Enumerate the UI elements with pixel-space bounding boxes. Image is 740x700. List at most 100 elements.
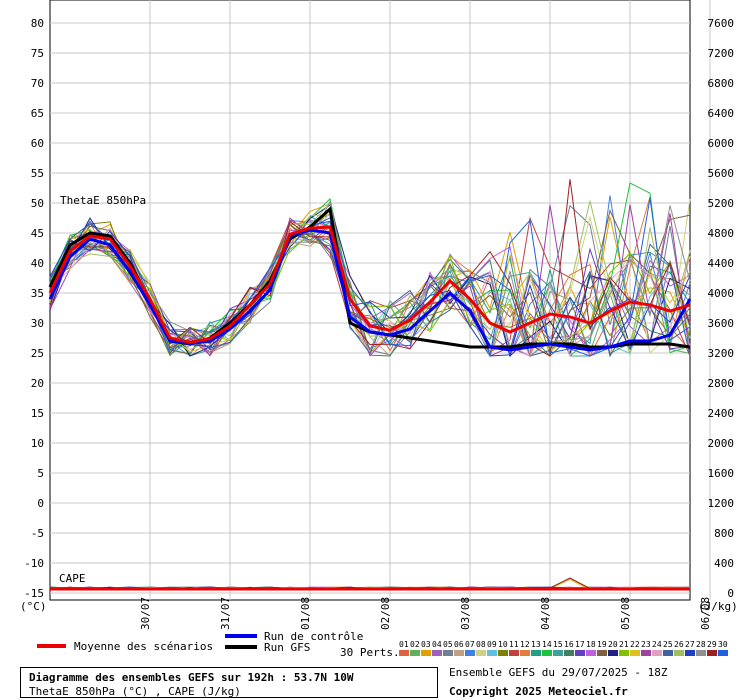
pert-legend-swatch xyxy=(454,650,464,656)
pert-legend-number: 05 xyxy=(443,640,453,649)
chart-subtitle: ThetaE 850hPa (°C) , CAPE (J/kg) xyxy=(29,685,241,698)
pert-legend-number: 09 xyxy=(487,640,497,649)
pert-legend-swatch xyxy=(542,650,552,656)
y-tick-label-left: 35 xyxy=(31,287,44,300)
y-tick-label-left: 40 xyxy=(31,257,44,270)
pert-legend-swatch xyxy=(619,650,629,656)
mean-line xyxy=(48,225,691,344)
pert-legend-number: 24 xyxy=(652,640,662,649)
y-tick-label-left: -10 xyxy=(24,557,44,570)
y-tick-label-right: 2800 xyxy=(708,377,735,390)
pert-legend-number: 17 xyxy=(575,640,585,649)
pert-legend-swatch xyxy=(652,650,662,656)
pert-legend-number: 04 xyxy=(432,640,442,649)
copyright: Copyright 2025 Meteociel.fr xyxy=(449,685,628,698)
pert-legend-swatch xyxy=(476,650,486,656)
y-tick-label-left: 10 xyxy=(31,437,44,450)
y-tick-label-left: 25 xyxy=(31,347,44,360)
y-tick-label-right: 3600 xyxy=(708,317,735,330)
pert-legend-swatch xyxy=(498,650,508,656)
pert-legend-swatch xyxy=(586,650,596,656)
y-tick-label-left: 70 xyxy=(31,77,44,90)
pert-legend-number: 01 xyxy=(399,640,409,649)
pert-legend-swatch xyxy=(410,650,420,656)
perturbation-line xyxy=(49,221,691,357)
x-axis: 30/07 31/07 01/08 02/08 03/08 04/08 05/08 06/08 xyxy=(139,597,712,630)
pert-legend-swatch xyxy=(553,650,563,656)
y-tick-label-right: 6800 xyxy=(708,77,735,90)
y-tick-label-left: 30 xyxy=(31,317,44,330)
pert-legend-number: 02 xyxy=(410,640,420,649)
y-unit-left: (°C) xyxy=(20,600,47,613)
main-series xyxy=(48,206,692,591)
pert-legend-swatch xyxy=(575,650,585,656)
y-tick-label-right: 1200 xyxy=(708,497,735,510)
pert-legend-number: 19 xyxy=(597,640,607,649)
y-tick-label-left: 60 xyxy=(31,137,44,150)
y-tick-label-right: 800 xyxy=(714,527,734,540)
y-tick-label-left: 45 xyxy=(31,227,44,240)
x-tick-label: 02/08 xyxy=(379,597,392,630)
y-tick-label-right: 1600 xyxy=(708,467,735,480)
pert-legend-swatch xyxy=(465,650,475,656)
y-tick-label-left: 0 xyxy=(37,497,44,510)
y-tick-label-right: 3200 xyxy=(708,347,735,360)
pert-legend-number: 23 xyxy=(641,640,651,649)
pert-legend-number: 20 xyxy=(608,640,618,649)
pert-legend-number: 11 xyxy=(509,640,519,649)
pert-legend-swatch xyxy=(399,650,409,656)
pert-legend-number: 18 xyxy=(586,640,596,649)
perturbation-legend: 01 02 03 04 05 06 07 08 09 10 11 12 13 14 15 16 17 18 19 20… xyxy=(399,640,728,656)
pert-legend-number: 21 xyxy=(619,640,629,649)
pert-legend-number: 25 xyxy=(663,640,673,649)
pert-legend-number: 28 xyxy=(696,640,706,649)
y-tick-label-left: 80 xyxy=(31,17,44,30)
y-tick-label-right: 4000 xyxy=(708,287,735,300)
y-tick-label-right: 5600 xyxy=(708,167,735,180)
x-tick-label: 03/08 xyxy=(459,597,472,630)
x-tick-label: 01/08 xyxy=(299,597,312,630)
run-info: Ensemble GEFS du 29/07/2025 - 18Z xyxy=(449,666,668,679)
pert-legend-swatch xyxy=(520,650,530,656)
pert-legend-number: 29 xyxy=(707,640,717,649)
pert-legend-swatch xyxy=(608,650,618,656)
y-tick-label-left: 50 xyxy=(31,197,44,210)
legend-mean-label: Moyenne des scénarios xyxy=(74,640,213,653)
y-tick-label-right: 7200 xyxy=(708,47,735,60)
pert-legend-swatch xyxy=(443,650,453,656)
perturbation-line xyxy=(49,208,691,349)
x-tick-label: 31/07 xyxy=(219,597,232,630)
pert-legend-swatch xyxy=(707,650,717,656)
pert-legend-swatch xyxy=(696,650,706,656)
pert-legend-swatch xyxy=(432,650,442,656)
pert-legend-number: 13 xyxy=(531,640,541,649)
y-tick-label-right: 4400 xyxy=(708,257,735,270)
y-tick-label-left: -5 xyxy=(31,527,44,540)
pert-legend-swatch xyxy=(685,650,695,656)
x-tick-label: 30/07 xyxy=(139,597,152,630)
pert-legend-number: 22 xyxy=(630,640,640,649)
y-tick-label-right: 2000 xyxy=(708,437,735,450)
y-tick-label-left: 65 xyxy=(31,107,44,120)
y-tick-label-left: 15 xyxy=(31,407,44,420)
y-tick-label-left: 75 xyxy=(31,47,44,60)
pert-legend-swatch xyxy=(718,650,728,656)
pert-legend-number: 06 xyxy=(454,640,464,649)
cape-panel-label: CAPE xyxy=(59,572,86,585)
y-tick-label-left: 20 xyxy=(31,377,44,390)
pert-legend-swatch xyxy=(597,650,607,656)
y-tick-label-right: 7600 xyxy=(708,17,735,30)
y-tick-label-left: -15 xyxy=(24,587,44,600)
pert-legend-number: 14 xyxy=(542,640,552,649)
y-tick-label-right: 0 xyxy=(727,587,734,600)
pert-legend-number: 07 xyxy=(465,640,475,649)
perts-label: 30 Perts. xyxy=(340,646,400,659)
y-tick-label-right: 4800 xyxy=(708,227,735,240)
pert-legend-swatch xyxy=(663,650,673,656)
y-tick-label-left: 55 xyxy=(31,167,44,180)
pert-legend-number: 27 xyxy=(685,640,695,649)
pert-legend-number: 15 xyxy=(553,640,563,649)
control-line xyxy=(48,228,692,352)
pert-legend-number: 26 xyxy=(674,640,684,649)
ensemble-chart: -15 -10 -5 05 10 15 20 25 30 35 40 45 50 55 60 65 70 75 80… xyxy=(20,0,738,659)
